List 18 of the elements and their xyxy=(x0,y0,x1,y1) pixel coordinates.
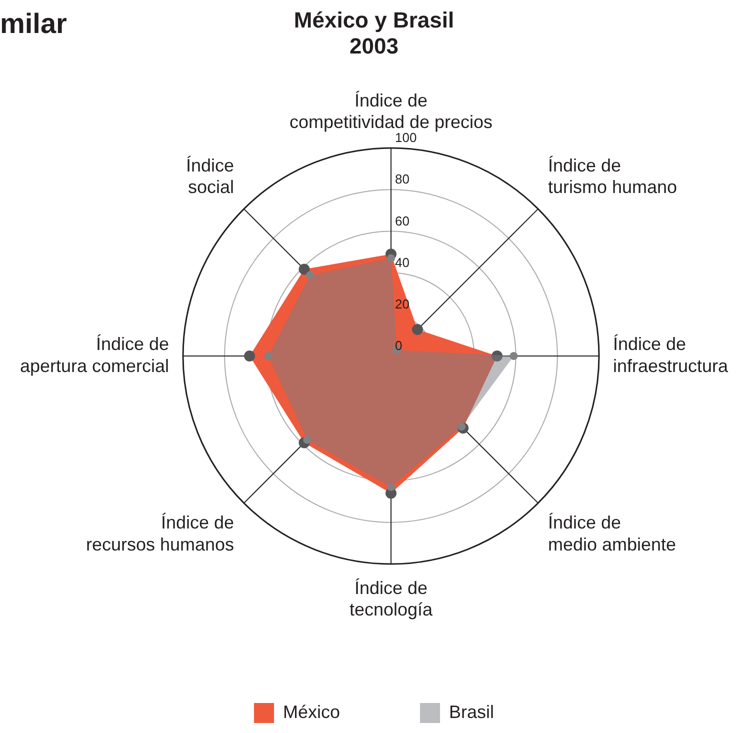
spoke-label: Índice social xyxy=(186,156,234,198)
y-tick-label: 20 xyxy=(395,296,410,312)
spoke-label: Índice de turismo humano xyxy=(548,156,678,198)
y-tick-label: 100 xyxy=(395,130,417,146)
text: milar xyxy=(0,8,67,40)
spoke-label: Índice de apertura comercial xyxy=(20,334,169,376)
y-tick-label: 60 xyxy=(395,213,410,228)
y-tick-label: 40 xyxy=(395,254,410,270)
chart-title: México y Brasil 2003 xyxy=(294,7,454,59)
legend-label: Brasil xyxy=(449,702,494,722)
spoke-label: Índice de infraestructura xyxy=(613,334,730,376)
spoke-label: Índice de competitividad de precios xyxy=(289,90,493,132)
spoke-label: Índice de recursos humanos xyxy=(86,512,234,554)
spoke-label: Índice de tecnología xyxy=(349,578,434,620)
y-tick-label: 80 xyxy=(395,172,410,187)
y-tick-label: 0 xyxy=(395,338,402,354)
legend-label: México xyxy=(282,702,340,722)
spoke-label: Índice de medio ambiente xyxy=(548,512,676,554)
